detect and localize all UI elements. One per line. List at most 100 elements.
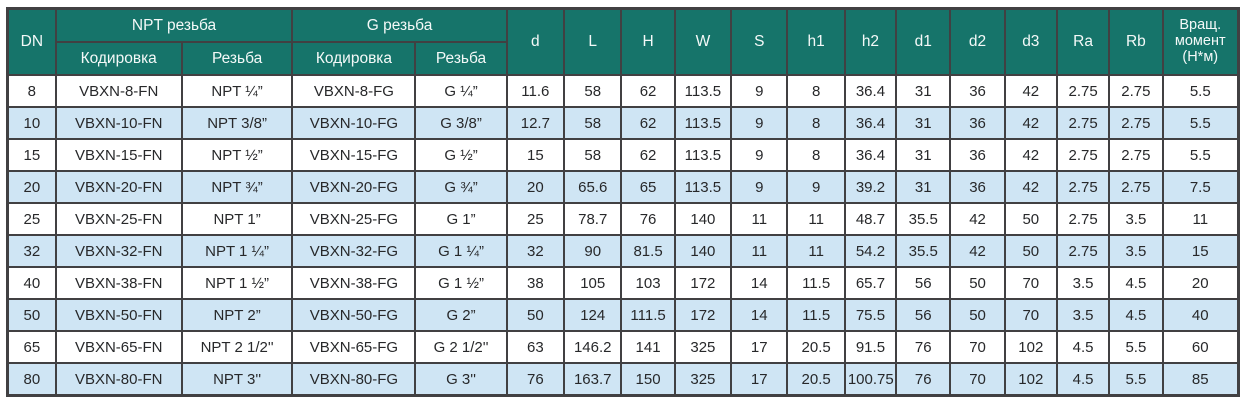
table-cell: G 2 1/2'' xyxy=(414,330,508,364)
table-row: 50 VBXN-50-FN NPT 2” VBXN-50-FG G 2” 50 124 111… xyxy=(6,298,1240,332)
table-cell: G 1” xyxy=(414,202,508,236)
table-cell: 172 xyxy=(673,298,733,332)
table-cell: VBXN-10-FG xyxy=(291,106,417,140)
table-cell: 32 xyxy=(505,234,566,268)
col-header-dn: DN xyxy=(6,7,57,76)
table-cell: NPT 1 ¼” xyxy=(180,234,294,268)
table-cell: NPT 1” xyxy=(180,202,294,236)
table-cell: 90 xyxy=(563,234,623,268)
table-cell: VBXN-20-FG xyxy=(291,170,417,204)
table-row: 20 VBXN-20-FN NPT ¾” VBXN-20-FG G ¾” 20 65.6 65… xyxy=(6,170,1240,204)
table-cell: G 2” xyxy=(414,298,508,332)
table-cell: 80 xyxy=(6,362,57,397)
table-cell: 36.4 xyxy=(843,138,898,172)
table-cell: NPT 1 ½” xyxy=(180,266,294,300)
table-cell: 70 xyxy=(1003,298,1058,332)
table-cell: 62 xyxy=(620,74,676,108)
table-cell: 70 xyxy=(1003,266,1058,300)
table-cell: 11.6 xyxy=(505,74,566,108)
col-header-w: W xyxy=(673,7,733,76)
table-cell: 3.5 xyxy=(1055,266,1111,300)
table-cell: 5.5 xyxy=(1161,106,1240,140)
table-cell: NPT ¾” xyxy=(180,170,294,204)
table-cell: 325 xyxy=(673,330,733,364)
table-cell: 62 xyxy=(620,106,676,140)
table-cell: 124 xyxy=(563,298,623,332)
table-cell: 9 xyxy=(730,74,789,108)
table-cell: 9 xyxy=(730,138,789,172)
group-header-g: G резьба xyxy=(291,7,508,43)
table-cell: VBXN-20-FN xyxy=(54,170,183,204)
table-cell: 50 xyxy=(949,266,1006,300)
table-cell: 20 xyxy=(1161,266,1240,300)
table-cell: 141 xyxy=(620,330,676,364)
table-cell: 36 xyxy=(949,106,1006,140)
table-cell: 2.75 xyxy=(1108,74,1164,108)
table-cell: 11 xyxy=(730,234,789,268)
table-cell: 76 xyxy=(620,202,676,236)
table-row: 15 VBXN-15-FN NPT ½” VBXN-15-FG G ½” 15 58 62 11… xyxy=(6,138,1240,172)
table-cell: 102 xyxy=(1003,330,1058,364)
col-header-ra: Ra xyxy=(1055,7,1111,76)
table-cell: 20.5 xyxy=(786,362,846,397)
table-cell: 105 xyxy=(563,266,623,300)
table-cell: 91.5 xyxy=(843,330,898,364)
table-cell: VBXN-50-FN xyxy=(54,298,183,332)
table-cell: 150 xyxy=(620,362,676,397)
col-header-g-thread: Резьба xyxy=(414,41,508,76)
table-cell: 325 xyxy=(673,362,733,397)
table-cell: 5.5 xyxy=(1108,330,1164,364)
table-cell: NPT 2 1/2'' xyxy=(180,330,294,364)
table-cell: VBXN-15-FN xyxy=(54,138,183,172)
table-cell: 9 xyxy=(730,106,789,140)
col-header-d1: d1 xyxy=(895,7,952,76)
table-cell: 2.75 xyxy=(1055,170,1111,204)
table-cell: 111.5 xyxy=(620,298,676,332)
table-cell: 63 xyxy=(505,330,566,364)
table-cell: 58 xyxy=(563,106,623,140)
table-cell: VBXN-65-FN xyxy=(54,330,183,364)
spec-table-container: DN NPT резьба G резьба d L H W S h1 h2 d… xyxy=(6,7,1240,397)
table-row: 25 VBXN-25-FN NPT 1” VBXN-25-FG G 1” 25 78.7 76… xyxy=(6,202,1240,236)
table-cell: 48.7 xyxy=(843,202,898,236)
table-row: 80 VBXN-80-FN NPT 3'' VBXN-80-FG G 3'' 76 163.… xyxy=(6,362,1240,397)
table-cell: NPT 2” xyxy=(180,298,294,332)
table-cell: 2.75 xyxy=(1108,138,1164,172)
table-cell: 25 xyxy=(6,202,57,236)
table-cell: VBXN-32-FG xyxy=(291,234,417,268)
table-cell: 4.5 xyxy=(1055,362,1111,397)
table-cell: 42 xyxy=(949,202,1006,236)
table-cell: 20.5 xyxy=(786,330,846,364)
col-header-h2: h2 xyxy=(843,7,898,76)
table-cell: 31 xyxy=(895,74,952,108)
table-cell: 113.5 xyxy=(673,74,733,108)
table-cell: VBXN-25-FG xyxy=(291,202,417,236)
table-cell: 2.75 xyxy=(1055,234,1111,268)
table-cell: 17 xyxy=(730,330,789,364)
table-cell: 3.5 xyxy=(1055,298,1111,332)
table-cell: G 3'' xyxy=(414,362,508,397)
table-cell: VBXN-38-FG xyxy=(291,266,417,300)
table-cell: 11.5 xyxy=(786,298,846,332)
table-cell: 42 xyxy=(1003,170,1058,204)
table-cell: 58 xyxy=(563,138,623,172)
table-cell: 9 xyxy=(786,170,846,204)
table-cell: 65 xyxy=(6,330,57,364)
table-cell: 42 xyxy=(949,234,1006,268)
table-cell: 7.5 xyxy=(1161,170,1240,204)
table-cell: 20 xyxy=(6,170,57,204)
table-cell: 50 xyxy=(6,298,57,332)
table-cell: VBXN-25-FN xyxy=(54,202,183,236)
table-cell: 42 xyxy=(1003,106,1058,140)
table-cell: 76 xyxy=(895,362,952,397)
table-cell: 25 xyxy=(505,202,566,236)
table-cell: 2.75 xyxy=(1055,138,1111,172)
table-cell: 11 xyxy=(786,202,846,236)
table-cell: 70 xyxy=(949,330,1006,364)
table-cell: 14 xyxy=(730,298,789,332)
col-header-h: H xyxy=(620,7,676,76)
table-cell: 39.2 xyxy=(843,170,898,204)
table-cell: VBXN-10-FN xyxy=(54,106,183,140)
table-cell: 4.5 xyxy=(1108,266,1164,300)
table-row: 40 VBXN-38-FN NPT 1 ½” VBXN-38-FG G 1 ½” 38 10… xyxy=(6,266,1240,300)
